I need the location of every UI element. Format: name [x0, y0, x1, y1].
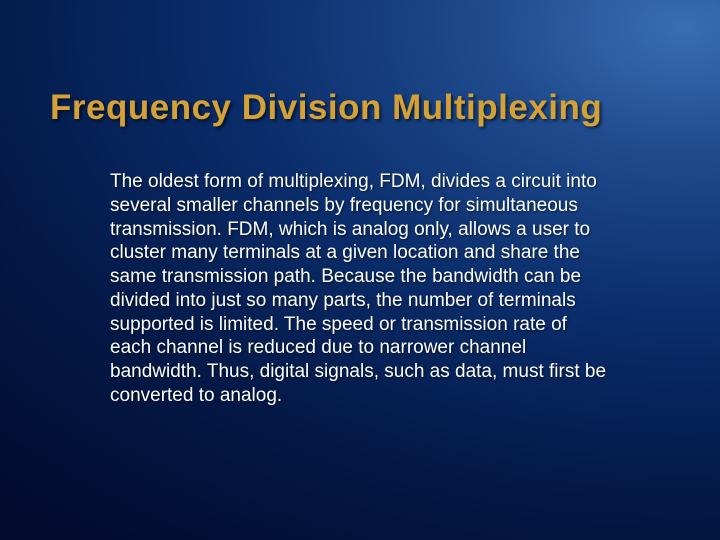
slide: Frequency Division Multiplexing The olde…	[0, 0, 720, 540]
slide-body-text: The oldest form of multiplexing, FDM, di…	[110, 170, 610, 408]
slide-title: Frequency Division Multiplexing	[50, 88, 690, 128]
